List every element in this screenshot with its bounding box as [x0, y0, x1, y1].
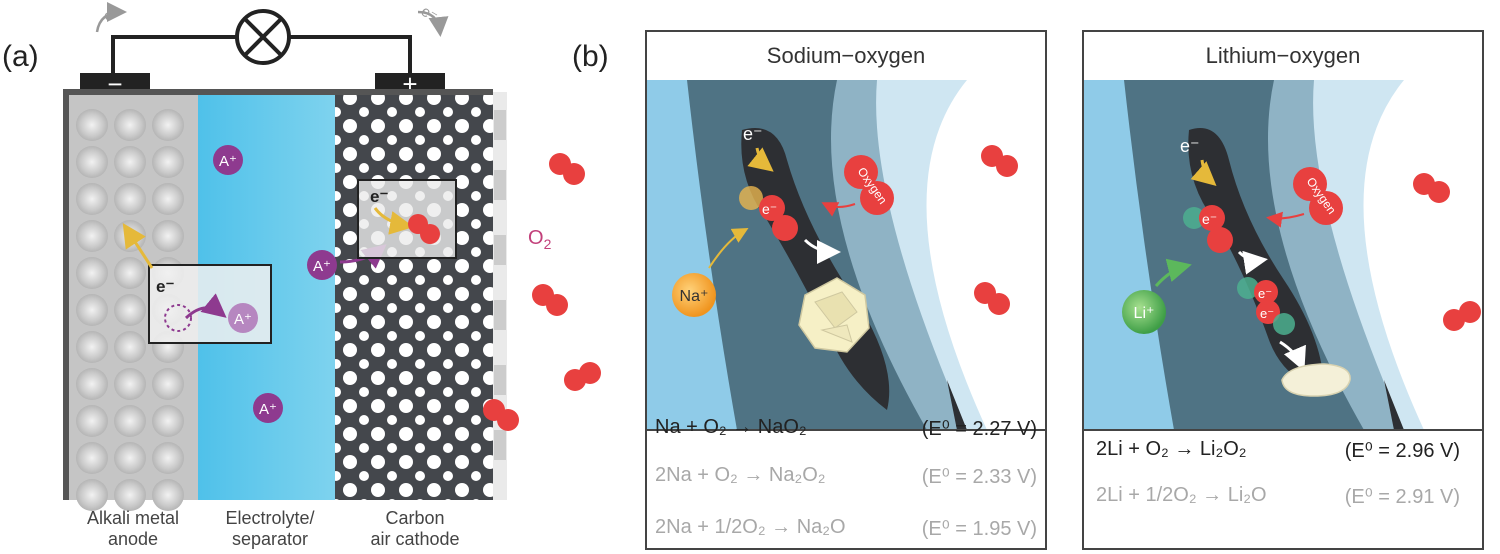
oxygen-molecule — [564, 362, 601, 391]
lithium-eq-1-reaction: 2Li + O₂ → Li₂O₂ — [1096, 438, 1247, 460]
inset-ion-label: A⁺ — [234, 311, 252, 328]
lithium-electron: e⁻ — [1180, 136, 1200, 156]
anode-sphere — [114, 146, 146, 178]
sodium-oxygen-box: Sodium−oxygen e⁻ e⁻ Oxygen Na⁺ — [645, 30, 1047, 550]
oxygen-molecule — [549, 153, 585, 185]
anode-sphere — [76, 146, 108, 178]
anode-sphere — [114, 183, 146, 215]
anode-sphere — [152, 405, 184, 437]
svg-text:A⁺: A⁺ — [259, 401, 277, 418]
anode-caption-line2: anode — [107, 529, 159, 549]
sodium-electron: e⁻ — [743, 124, 763, 144]
sodium-eq-3-reaction: 2Na + 1/2O₂ → Na₂O — [655, 516, 846, 538]
sodium-crystal — [798, 277, 870, 353]
battery-diagram: e⁻ e⁻ − + e⁻ A⁺ A⁺ A⁺ A⁺ e⁻ — [63, 2, 601, 511]
anode-caption: Alkali metal anode — [68, 508, 198, 550]
lithium-title: Lithium−oxygen — [1084, 32, 1482, 82]
ion-3: A⁺ — [307, 250, 337, 280]
sodium-eq-1-reaction: Na + O₂ → NaO₂ — [655, 416, 807, 438]
anode-sphere — [76, 479, 108, 511]
cathode-inset-box — [357, 179, 457, 259]
anode-sphere — [76, 220, 108, 252]
lithium-eq-2-reaction: 2Li + 1/2O₂ → Li₂O — [1096, 484, 1267, 506]
lithium-eq-2-potential: (E⁰ = 2.91 V) — [1344, 486, 1460, 508]
circuit-wire — [111, 35, 412, 75]
cathode-caption-line2: air cathode — [370, 529, 460, 549]
lithium-electron-3: e⁻ — [1258, 286, 1272, 301]
electrolyte-caption-line2: separator — [231, 529, 309, 549]
electrolyte-caption: Electrolyte/ separator — [200, 508, 340, 550]
panel-a-label: (a) — [2, 40, 39, 73]
cathode-caption: Carbon air cathode — [350, 508, 480, 550]
anode-sphere — [152, 220, 184, 252]
anode-sphere — [76, 257, 108, 289]
cathode-electron: e⁻ — [370, 187, 388, 206]
oxygen-molecule — [532, 284, 568, 316]
sodium-electron-2: e⁻ — [762, 201, 777, 217]
oxygen-molecule — [981, 145, 1018, 177]
lithium-oxygen-box: Lithium−oxygen e⁻ e⁻ Oxygen Li⁺ — [1082, 30, 1484, 550]
sodium-title: Sodium−oxygen — [647, 32, 1045, 82]
sodium-eq-2-reaction: 2Na + O₂ → Na₂O₂ — [655, 464, 826, 486]
svg-text:A⁺: A⁺ — [313, 258, 331, 275]
anode-sphere — [76, 183, 108, 215]
sodium-eq-3-potential: (E⁰ = 1.95 V) — [921, 518, 1037, 540]
anode-sphere — [76, 331, 108, 363]
lithium-illustration: e⁻ e⁻ Oxygen Li⁺ e⁻ e⁻ — [1084, 80, 1482, 430]
anode-sphere — [114, 479, 146, 511]
oxygen-molecule — [1413, 173, 1450, 203]
anode-sphere — [152, 109, 184, 141]
anode-sphere — [114, 294, 146, 326]
electrolyte-caption-line1: Electrolyte/ — [225, 508, 315, 528]
sodium-ion-label: Na⁺ — [680, 288, 709, 305]
anode-caption-line1: Alkali metal — [86, 508, 180, 528]
electron-right-label: e⁻ — [418, 3, 441, 26]
sodium-eq-1: Na + O₂ → NaO₂ — [655, 416, 807, 439]
lithium-peroxide-deposit — [1281, 363, 1351, 397]
anode-sphere — [114, 331, 146, 363]
ion-2: A⁺ — [253, 393, 283, 423]
o2-label: O2 — [528, 227, 552, 252]
anode-sphere — [152, 479, 184, 511]
oxygen-molecule — [483, 399, 519, 431]
cell-casing — [63, 89, 493, 500]
lithium-ion-label: Li⁺ — [1134, 305, 1155, 322]
anode-sphere — [152, 442, 184, 474]
anode-sphere — [114, 109, 146, 141]
anode-sphere — [114, 442, 146, 474]
anode-sphere — [76, 405, 108, 437]
anode-sphere — [152, 368, 184, 400]
anode-sphere — [76, 442, 108, 474]
cathode-region — [335, 92, 493, 500]
oxygen-molecule — [1443, 301, 1481, 331]
sodium-illustration: e⁻ e⁻ Oxygen Na⁺ — [647, 80, 1045, 430]
anode-sphere — [114, 257, 146, 289]
lamp-icon — [235, 9, 291, 65]
vacancy-circle — [164, 304, 192, 332]
cathode-pores — [494, 110, 506, 460]
oxygen-bubble: Oxygen — [844, 155, 894, 215]
lithium-electron-2: e⁻ — [1202, 211, 1217, 227]
anode-sphere — [114, 405, 146, 437]
anode-sphere — [76, 294, 108, 326]
sodium-eq-1-potential: (E⁰ = 2.27 V) — [921, 418, 1037, 440]
ion-1: A⁺ — [213, 145, 243, 175]
anode-sphere — [76, 109, 108, 141]
anode-sphere — [114, 368, 146, 400]
lithium-eq-1-potential: (E⁰ = 2.96 V) — [1344, 440, 1460, 462]
anode-sphere — [152, 183, 184, 215]
oxygen-molecule — [974, 282, 1010, 315]
electron-left-label: e⁻ — [101, 3, 124, 26]
anode-sphere — [76, 368, 108, 400]
panel-b-label: (b) — [572, 40, 609, 73]
cathode-caption-line1: Carbon — [385, 508, 445, 528]
sodium-eq-2-potential: (E⁰ = 2.33 V) — [921, 466, 1037, 488]
svg-text:A⁺: A⁺ — [219, 153, 237, 170]
lithium-electron-4: e⁻ — [1260, 306, 1274, 321]
anode-electron: e⁻ — [156, 277, 174, 296]
anode-sphere — [152, 146, 184, 178]
